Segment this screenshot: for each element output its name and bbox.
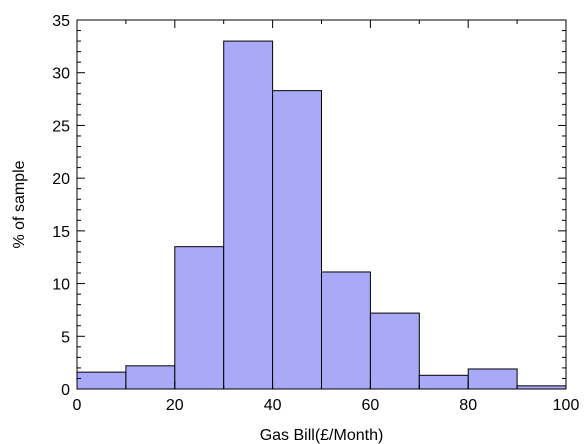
histogram-bar-7 bbox=[418, 374, 469, 390]
x-tick-label-100: 100 bbox=[553, 397, 580, 414]
x-tick-label-60: 60 bbox=[362, 397, 380, 414]
y-tick-label-5: 5 bbox=[61, 329, 70, 346]
x-tick-label-80: 80 bbox=[459, 397, 477, 414]
y-axis-label: % of sample bbox=[11, 160, 28, 248]
y-tick-label-25: 25 bbox=[52, 118, 70, 135]
y-tick-label-20: 20 bbox=[52, 171, 70, 188]
histogram-bar-8 bbox=[467, 368, 518, 390]
histogram-bars bbox=[76, 40, 567, 390]
y-tick-label-10: 10 bbox=[52, 277, 70, 294]
histogram-bar-5 bbox=[321, 271, 371, 390]
y-tick-label-35: 35 bbox=[52, 13, 70, 30]
histogram-bar-0 bbox=[76, 371, 127, 390]
x-axis-label: Gas Bill(£/Month) bbox=[260, 427, 384, 444]
histogram-bar-2 bbox=[174, 246, 225, 390]
axes: 0 20 40 60 80 100 0 5 10 15 20 25 30 35 bbox=[52, 13, 579, 414]
y-tick-label-0: 0 bbox=[61, 382, 70, 399]
x-tick-label-0: 0 bbox=[73, 397, 82, 414]
x-tick-label-20: 20 bbox=[166, 397, 184, 414]
y-tick-label-15: 15 bbox=[52, 224, 70, 241]
histogram-bar-4 bbox=[272, 90, 323, 390]
histogram-bar-1 bbox=[125, 365, 176, 390]
histogram-bar-6 bbox=[369, 312, 420, 390]
x-tick-label-40: 40 bbox=[264, 397, 282, 414]
histogram-bar-3 bbox=[223, 40, 274, 390]
y-tick-label-30: 30 bbox=[52, 66, 70, 83]
